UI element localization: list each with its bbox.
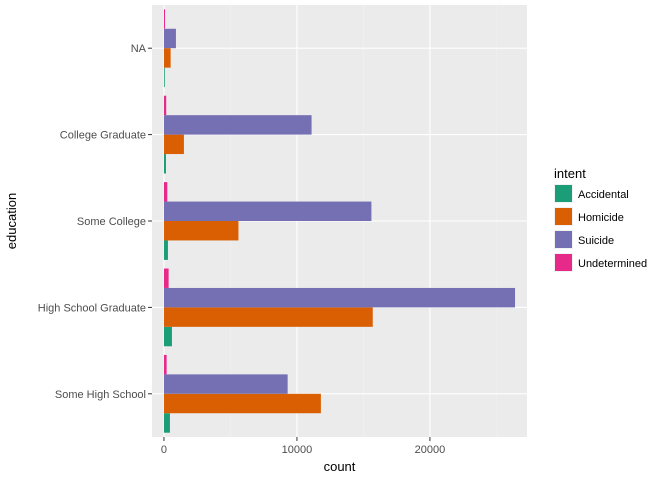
legend-swatch-undetermined	[555, 254, 572, 271]
y-tick-label: College Graduate	[60, 130, 146, 142]
legend-label-accidental: Accidental	[578, 189, 629, 201]
bar-undetermined-some-high-school	[163, 354, 167, 375]
legend-swatch-suicide	[555, 231, 572, 248]
legend-swatch-homicide	[555, 208, 572, 225]
legend: intent Accidental Homicide Suicide Undeterm…	[554, 166, 647, 272]
bar-undetermined-high-school-graduate	[163, 268, 169, 288]
x-axis: 0 10000 20000	[161, 437, 445, 456]
legend-label-undetermined: Undetermined	[578, 258, 647, 270]
x-tick-label: 20000	[415, 444, 446, 456]
bar-homicide-na	[163, 48, 171, 68]
x-axis-title: count	[324, 459, 356, 474]
bar-suicide-college-graduate	[163, 115, 312, 135]
bar-homicide-some-college	[163, 221, 239, 241]
bar-homicide-some-high-school	[163, 393, 321, 414]
y-tick-label: High School Graduate	[38, 302, 146, 314]
bar-accidental-high-school-graduate	[163, 326, 172, 347]
y-axis-title: education	[4, 193, 19, 249]
y-tick-label: Some High School	[55, 389, 146, 401]
x-tick-label: 10000	[282, 444, 313, 456]
bar-accidental-college-graduate	[163, 154, 166, 174]
y-axis: Some High School High School Graduate Some…	[38, 43, 152, 401]
bar-undetermined-college-graduate	[163, 95, 167, 116]
bars	[163, 9, 516, 433]
bar-undetermined-some-college	[163, 182, 168, 202]
y-tick-label: Some College	[77, 216, 146, 228]
legend-title: intent	[554, 166, 586, 181]
bar-suicide-high-school-graduate	[163, 287, 516, 308]
legend-label-suicide: Suicide	[578, 235, 614, 247]
bar-suicide-some-high-school	[163, 374, 288, 394]
bar-accidental-some-high-school	[163, 413, 170, 433]
bar-suicide-some-college	[163, 201, 372, 221]
bar-undetermined-na	[163, 9, 166, 29]
legend-swatch-accidental	[555, 185, 572, 202]
bar-homicide-college-graduate	[163, 134, 184, 155]
x-tick-label: 0	[161, 444, 167, 456]
bar-accidental-some-college	[163, 240, 168, 260]
y-tick-label: NA	[131, 43, 147, 55]
bar-homicide-high-school-graduate	[163, 307, 373, 327]
bar-accidental-na	[163, 67, 165, 88]
bar-suicide-na	[163, 28, 176, 49]
legend-label-homicide: Homicide	[578, 212, 624, 224]
